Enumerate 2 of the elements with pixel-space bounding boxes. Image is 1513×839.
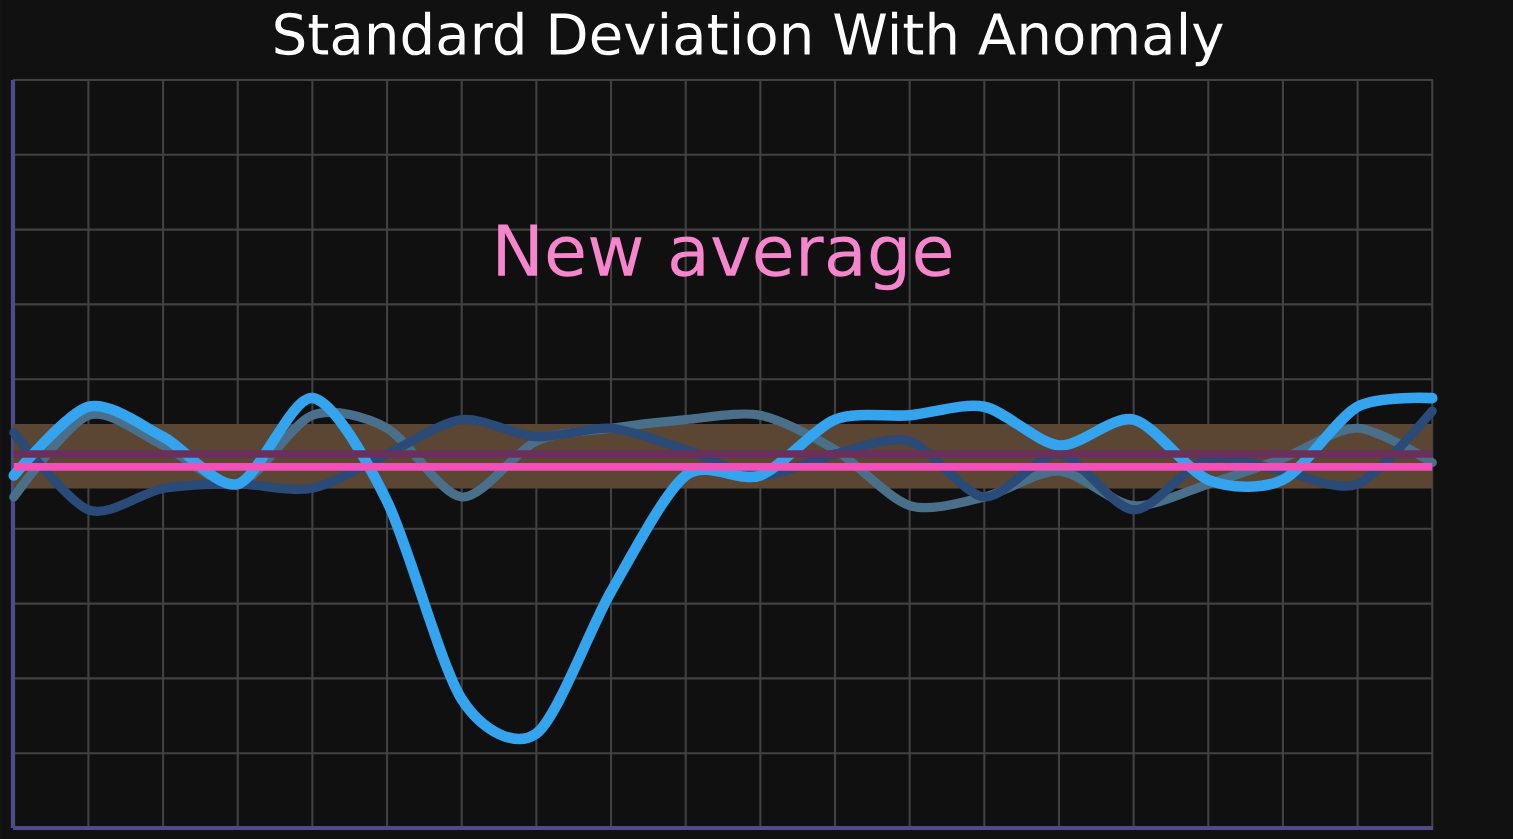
- chart-title: Standard Deviation With Anomaly: [275, 11, 1223, 67]
- ref-line-label: New average: [498, 224, 951, 291]
